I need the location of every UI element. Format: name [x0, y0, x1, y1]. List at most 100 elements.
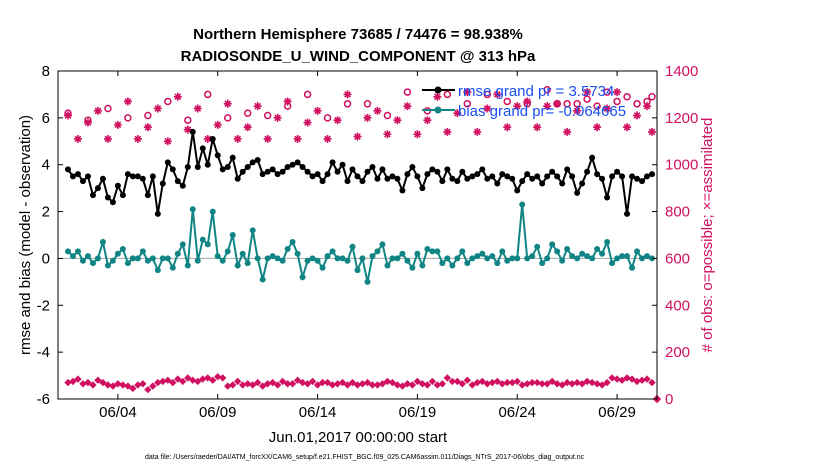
obs-assimilated-point: [433, 381, 442, 389]
rmse-point: [374, 175, 381, 182]
obs-assimilated-point: [89, 381, 97, 389]
bias-point: [249, 227, 256, 234]
rmse-point: [434, 168, 441, 175]
obs-assimilated-point: [448, 377, 457, 386]
bias-point: [564, 246, 571, 253]
bias-point: [429, 248, 436, 255]
obs-possible-point: [164, 97, 172, 106]
obs-assimilated-point: [153, 104, 162, 113]
obs-possible-point: [403, 88, 412, 96]
rmse-point: [354, 173, 361, 180]
obs-assimilated-point: [648, 127, 657, 136]
bias-point: [69, 253, 76, 260]
bias-point: [124, 260, 131, 267]
rmse-point: [644, 173, 651, 180]
rmse-point: [649, 171, 656, 178]
obs-assimilated-point: [229, 381, 237, 389]
obs-assimilated-point: [318, 378, 327, 387]
bias-point: [309, 255, 316, 262]
plot-frame: [57, 70, 658, 400]
obs-assimilated-point: [503, 123, 512, 132]
rmse-point: [454, 178, 461, 185]
bias-point: [134, 255, 141, 262]
rmse-point: [239, 168, 246, 175]
rmse-point: [209, 135, 216, 142]
obs-possible-point: [503, 97, 511, 106]
obs-assimilated-point: [253, 102, 262, 111]
legend: rmse grand pr = 3.5734 bias grand pr= -0…: [422, 83, 626, 120]
bias-point: [484, 255, 491, 262]
obs-assimilated-point: [83, 118, 92, 127]
obs-assimilated-point: [438, 380, 447, 388]
obs-assimilated-point: [593, 123, 602, 132]
bias-point: [174, 250, 181, 257]
rmse-point: [164, 159, 171, 166]
obs-assimilated-point: [353, 381, 362, 389]
obs-assimilated-point: [413, 130, 422, 139]
bias-point: [434, 248, 441, 255]
y-tick-label: -6: [37, 391, 50, 408]
bias-point: [99, 239, 106, 246]
obs-assimilated-point: [353, 132, 362, 141]
bias-point: [284, 246, 291, 253]
bias-point: [89, 260, 96, 267]
bias-point: [599, 250, 606, 257]
rmse-point: [134, 173, 141, 180]
obs-assimilated-point: [173, 92, 182, 101]
obs-assimilated-point: [483, 104, 492, 113]
bias-point: [224, 248, 231, 255]
obs-assimilated-point: [63, 111, 72, 120]
rmse-point: [114, 182, 121, 189]
bias-point: [624, 253, 631, 260]
rmse-point: [554, 173, 561, 180]
bias-point: [634, 248, 641, 255]
obs-possible-point: [323, 114, 332, 122]
rmse-point: [79, 178, 86, 185]
obs-assimilated-point: [273, 381, 282, 389]
bias-point: [139, 248, 146, 255]
rmse-point: [539, 180, 546, 187]
obs-assimilated-point: [239, 381, 247, 389]
rmse-point: [524, 171, 531, 178]
y-axis-label-left: rmse and bias (model - observation): [17, 115, 34, 355]
rmse-point: [334, 168, 341, 175]
rmse-point: [359, 178, 366, 185]
obs-assimilated-point: [573, 378, 581, 387]
obs-assimilated-point: [583, 88, 592, 97]
obs-possible-point: [623, 93, 631, 101]
rmse-point: [324, 171, 331, 178]
obs-assimilated-point: [503, 378, 511, 387]
bias-point: [214, 253, 221, 260]
obs-possible-point: [443, 90, 452, 99]
rmse-point: [104, 194, 111, 201]
obs-possible-point: [633, 100, 641, 108]
obs-assimilated-point: [508, 378, 516, 387]
obs-possible-point: [223, 114, 232, 122]
chart-subtitle: RADIOSONDE_U_WIND_COMPONENT @ 313 hPa: [181, 48, 536, 65]
bias-point: [459, 248, 466, 255]
obs-assimilated-point: [393, 116, 402, 125]
obs-assimilated-point: [244, 380, 252, 388]
obs-assimilated-point: [493, 90, 502, 99]
rmse-point: [344, 178, 351, 185]
bias-point: [464, 260, 471, 267]
bias-point: [489, 253, 496, 260]
y-right-tick-label: 200: [665, 344, 690, 361]
rmse-point: [189, 128, 196, 135]
rmse-point: [249, 159, 256, 166]
bias-point: [379, 241, 386, 248]
obs-possible-point: [243, 109, 252, 117]
rmse-point: [219, 166, 226, 173]
rmse-point: [569, 173, 576, 180]
obs-assimilated-point: [603, 104, 612, 113]
obs-assimilated-point: [443, 127, 452, 136]
obs-assimilated-point: [114, 380, 122, 388]
obs-assimilated-point: [473, 378, 481, 387]
bias-point: [149, 255, 156, 262]
legend-rmse-label: rmse grand pr = 3.5734: [458, 83, 614, 100]
x-tick-label: 06/14: [299, 404, 337, 421]
obs-assimilated-point: [149, 382, 157, 390]
y-tick-label: -2: [37, 297, 50, 314]
rmse-point: [639, 178, 646, 185]
bias-point: [424, 246, 431, 253]
